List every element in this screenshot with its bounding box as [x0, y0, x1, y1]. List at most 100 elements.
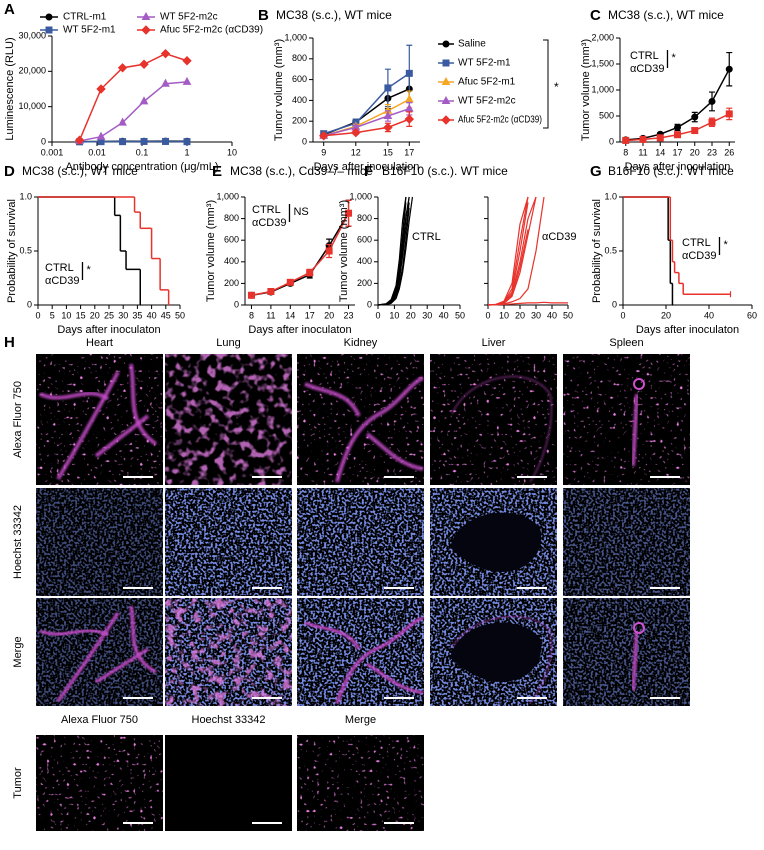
y-axis-label: Tumor volume (mm³) — [580, 39, 592, 141]
y-tick-label: 0 — [41, 136, 46, 146]
marker — [139, 96, 149, 105]
x-tick-label: 10 — [389, 310, 399, 320]
y-tick-label: 200 — [224, 278, 239, 288]
image-alexa — [563, 354, 690, 485]
x-tick-label: 17 — [404, 147, 414, 157]
series-line — [323, 72, 410, 135]
vessel — [365, 662, 424, 695]
marker — [622, 136, 630, 144]
column-label: Hoechst 33342 — [192, 714, 266, 726]
marker — [247, 291, 255, 299]
legend-label: CTRL — [682, 237, 711, 249]
panel-letter: B — [258, 7, 269, 24]
image-tumor — [165, 735, 292, 831]
y-tick-label: 800 — [292, 53, 307, 63]
sparse-tint — [36, 488, 163, 596]
vessel — [304, 382, 361, 417]
image-tumor — [36, 735, 163, 831]
legend-label: Afuc 5F2-m2c (αCD39) — [160, 25, 263, 36]
vessel — [365, 432, 424, 471]
x-tick-label: 40 — [547, 310, 557, 320]
y-tick-label: 0.5 — [604, 245, 617, 255]
x-tick-label: 20 — [515, 310, 525, 320]
y-tick-label: 600 — [292, 74, 307, 84]
y-axis-label: Tumor volume (mm³) — [205, 200, 217, 302]
x-tick-label: 14 — [655, 147, 665, 157]
vessel — [451, 376, 552, 483]
x-tick-label: 0 — [375, 310, 380, 320]
column-label: Kidney — [344, 337, 378, 349]
group-label: αCD39 — [542, 231, 576, 243]
x-tick-label: 30 — [422, 310, 432, 320]
y-tick-label: 0 — [234, 299, 239, 309]
marker — [117, 63, 128, 73]
image-merge — [563, 598, 690, 706]
marker — [345, 209, 353, 217]
series-line — [78, 52, 188, 141]
image-hoechst — [430, 488, 557, 596]
signal-spots — [36, 735, 163, 831]
marker — [306, 269, 314, 277]
image-tumor — [297, 735, 424, 831]
y-tick-label: 600 — [357, 235, 372, 245]
signal-texture — [165, 354, 292, 485]
annotation: * — [671, 52, 676, 64]
marker — [141, 25, 151, 35]
row-label: Hoechst 33342 — [12, 505, 24, 579]
liver-void — [450, 622, 542, 683]
x-tick-label: 1 — [184, 147, 189, 157]
annotation: * — [86, 264, 91, 276]
column-label: Heart — [86, 337, 113, 349]
x-tick-label: 45 — [161, 310, 171, 320]
marker — [691, 113, 699, 121]
vessel — [304, 621, 361, 650]
y-tick-label: 200 — [357, 278, 372, 288]
marker — [404, 114, 415, 124]
y-tick-label: 1,500 — [591, 58, 614, 68]
y-tick-label: 1.0 — [19, 191, 32, 201]
x-tick-label: 23 — [707, 147, 717, 157]
x-tick-label: 20 — [690, 147, 700, 157]
y-tick-label: 800 — [357, 213, 372, 223]
nuclei-texture — [297, 598, 424, 706]
column-label: Liver — [482, 337, 506, 349]
marker — [442, 59, 450, 67]
marker — [96, 84, 106, 94]
marker — [182, 76, 192, 85]
y-axis-label: Probability of survival — [6, 199, 18, 303]
signal-spots — [563, 354, 690, 485]
x-tick-label: 15 — [383, 147, 393, 157]
x-tick-label: 30 — [118, 310, 128, 320]
significance-bracket — [543, 39, 549, 129]
x-tick-label: 14 — [285, 310, 295, 320]
marker — [140, 137, 148, 145]
signal-texture — [165, 598, 292, 706]
panel-letter: G — [590, 163, 602, 180]
column-label: Lung — [216, 337, 240, 349]
legend-label: αCD39 — [682, 250, 716, 262]
x-tick-label: 40 — [439, 310, 449, 320]
panel-letter: D — [4, 163, 15, 180]
panel-letter: A — [4, 1, 15, 18]
plot-area — [623, 196, 731, 306]
x-tick-label: 11 — [638, 147, 647, 157]
x-tick-label: 20 — [324, 310, 334, 320]
marker — [708, 118, 716, 126]
legend-label: CTRL-m1 — [63, 12, 107, 23]
legend-label: Afuc 5F2-m1 — [458, 77, 516, 88]
marker — [139, 59, 149, 69]
series-line — [79, 81, 188, 142]
y-tick-label: 200 — [292, 116, 307, 126]
column-label: Spleen — [609, 337, 643, 349]
vessel — [335, 376, 424, 483]
marker — [639, 135, 647, 143]
legend-label: Saline — [458, 39, 486, 50]
x-axis-label: Days after inoculation — [314, 161, 420, 173]
y-tick-label: 0 — [27, 299, 32, 309]
image-alexa — [165, 354, 292, 485]
marker — [96, 131, 106, 140]
y-tick-label: 0 — [612, 299, 617, 309]
x-tick-label: 17 — [672, 147, 682, 157]
row-label: Tumor — [12, 767, 24, 799]
